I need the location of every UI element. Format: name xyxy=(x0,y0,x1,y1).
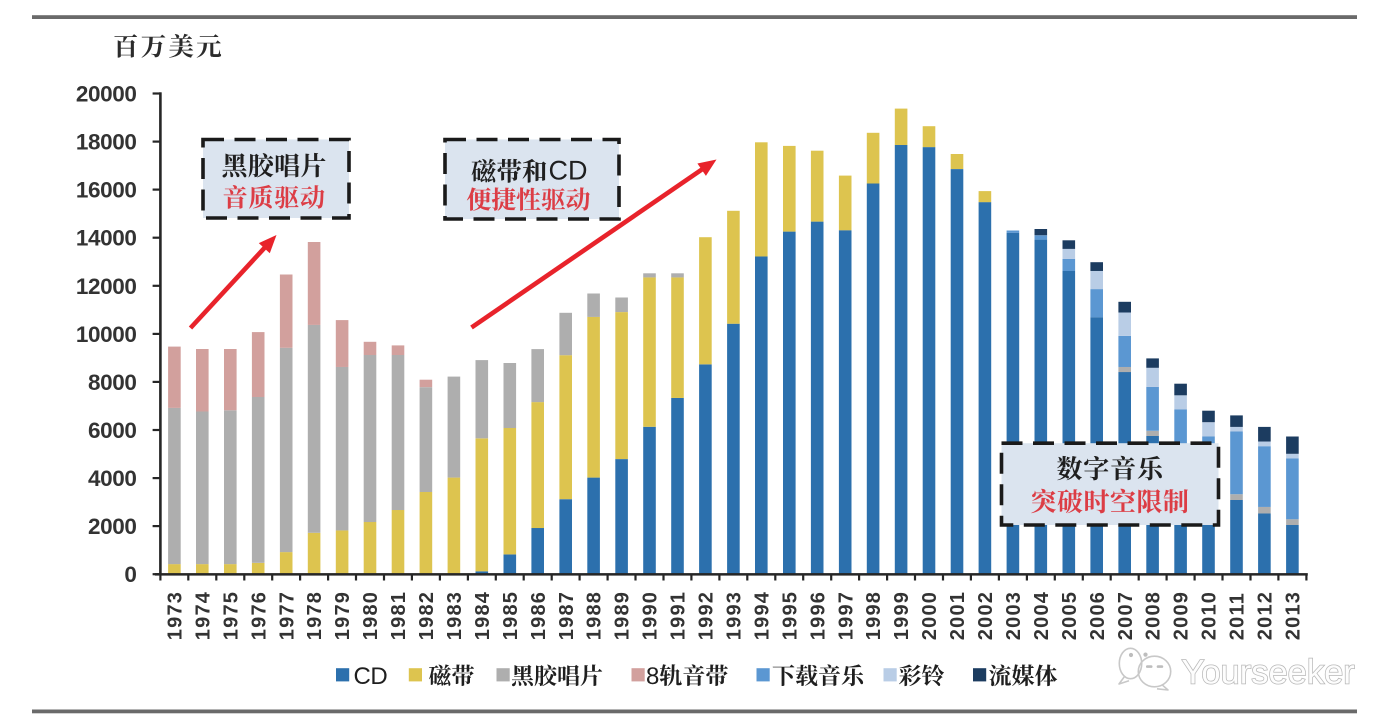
svg-text:1995: 1995 xyxy=(779,591,801,640)
svg-text:1975: 1975 xyxy=(220,591,242,640)
svg-text:12000: 12000 xyxy=(76,274,137,299)
svg-text:2002: 2002 xyxy=(975,591,997,640)
svg-text:1998: 1998 xyxy=(863,591,885,640)
svg-text:CD: CD xyxy=(354,663,388,690)
svg-text:1993: 1993 xyxy=(724,591,746,640)
svg-text:1992: 1992 xyxy=(696,591,718,640)
svg-text:1997: 1997 xyxy=(835,591,857,640)
svg-text:1980: 1980 xyxy=(360,591,382,640)
svg-text:1976: 1976 xyxy=(248,591,270,640)
svg-text:2000: 2000 xyxy=(919,591,941,640)
svg-text:1994: 1994 xyxy=(751,591,773,640)
svg-text:1991: 1991 xyxy=(668,591,690,640)
svg-text:1989: 1989 xyxy=(612,591,634,640)
svg-text:1984: 1984 xyxy=(472,591,494,640)
svg-text:14000: 14000 xyxy=(76,226,137,251)
svg-text:2000: 2000 xyxy=(88,514,136,539)
svg-text:1974: 1974 xyxy=(192,591,214,640)
svg-text:18000: 18000 xyxy=(76,130,137,155)
svg-text:1990: 1990 xyxy=(640,591,662,640)
svg-text:1986: 1986 xyxy=(528,591,550,640)
svg-text:1981: 1981 xyxy=(388,591,410,640)
svg-text:2007: 2007 xyxy=(1115,591,1137,640)
svg-text:1982: 1982 xyxy=(416,591,438,640)
svg-text:2004: 2004 xyxy=(1031,591,1053,640)
svg-text:1978: 1978 xyxy=(304,591,326,640)
svg-text:2013: 2013 xyxy=(1283,591,1305,640)
svg-text:2005: 2005 xyxy=(1059,591,1081,640)
svg-text:2008: 2008 xyxy=(1143,591,1165,640)
svg-text:2010: 2010 xyxy=(1199,591,1221,640)
svg-text:1985: 1985 xyxy=(500,591,522,640)
svg-text:2012: 2012 xyxy=(1255,591,1277,640)
svg-text:6000: 6000 xyxy=(88,418,136,443)
svg-text:1988: 1988 xyxy=(584,591,606,640)
svg-text:10000: 10000 xyxy=(76,322,137,347)
svg-text:Yourseeker: Yourseeker xyxy=(1182,654,1355,692)
svg-text:1987: 1987 xyxy=(556,591,578,640)
svg-text:2003: 2003 xyxy=(1003,591,1025,640)
svg-text:4000: 4000 xyxy=(88,466,136,491)
svg-text:1983: 1983 xyxy=(444,591,466,640)
svg-text:1973: 1973 xyxy=(165,591,187,640)
svg-text:1979: 1979 xyxy=(332,591,354,640)
svg-text:2009: 2009 xyxy=(1171,591,1193,640)
svg-text:1977: 1977 xyxy=(276,591,298,640)
svg-text:16000: 16000 xyxy=(76,178,137,203)
svg-text:1999: 1999 xyxy=(891,591,913,640)
svg-text:8000: 8000 xyxy=(88,370,136,395)
svg-text:20000: 20000 xyxy=(76,82,137,107)
svg-text:2001: 2001 xyxy=(947,591,969,640)
svg-text:2011: 2011 xyxy=(1227,592,1249,640)
svg-text:2006: 2006 xyxy=(1087,591,1109,640)
svg-text:1996: 1996 xyxy=(807,591,829,640)
svg-text:0: 0 xyxy=(124,562,136,587)
